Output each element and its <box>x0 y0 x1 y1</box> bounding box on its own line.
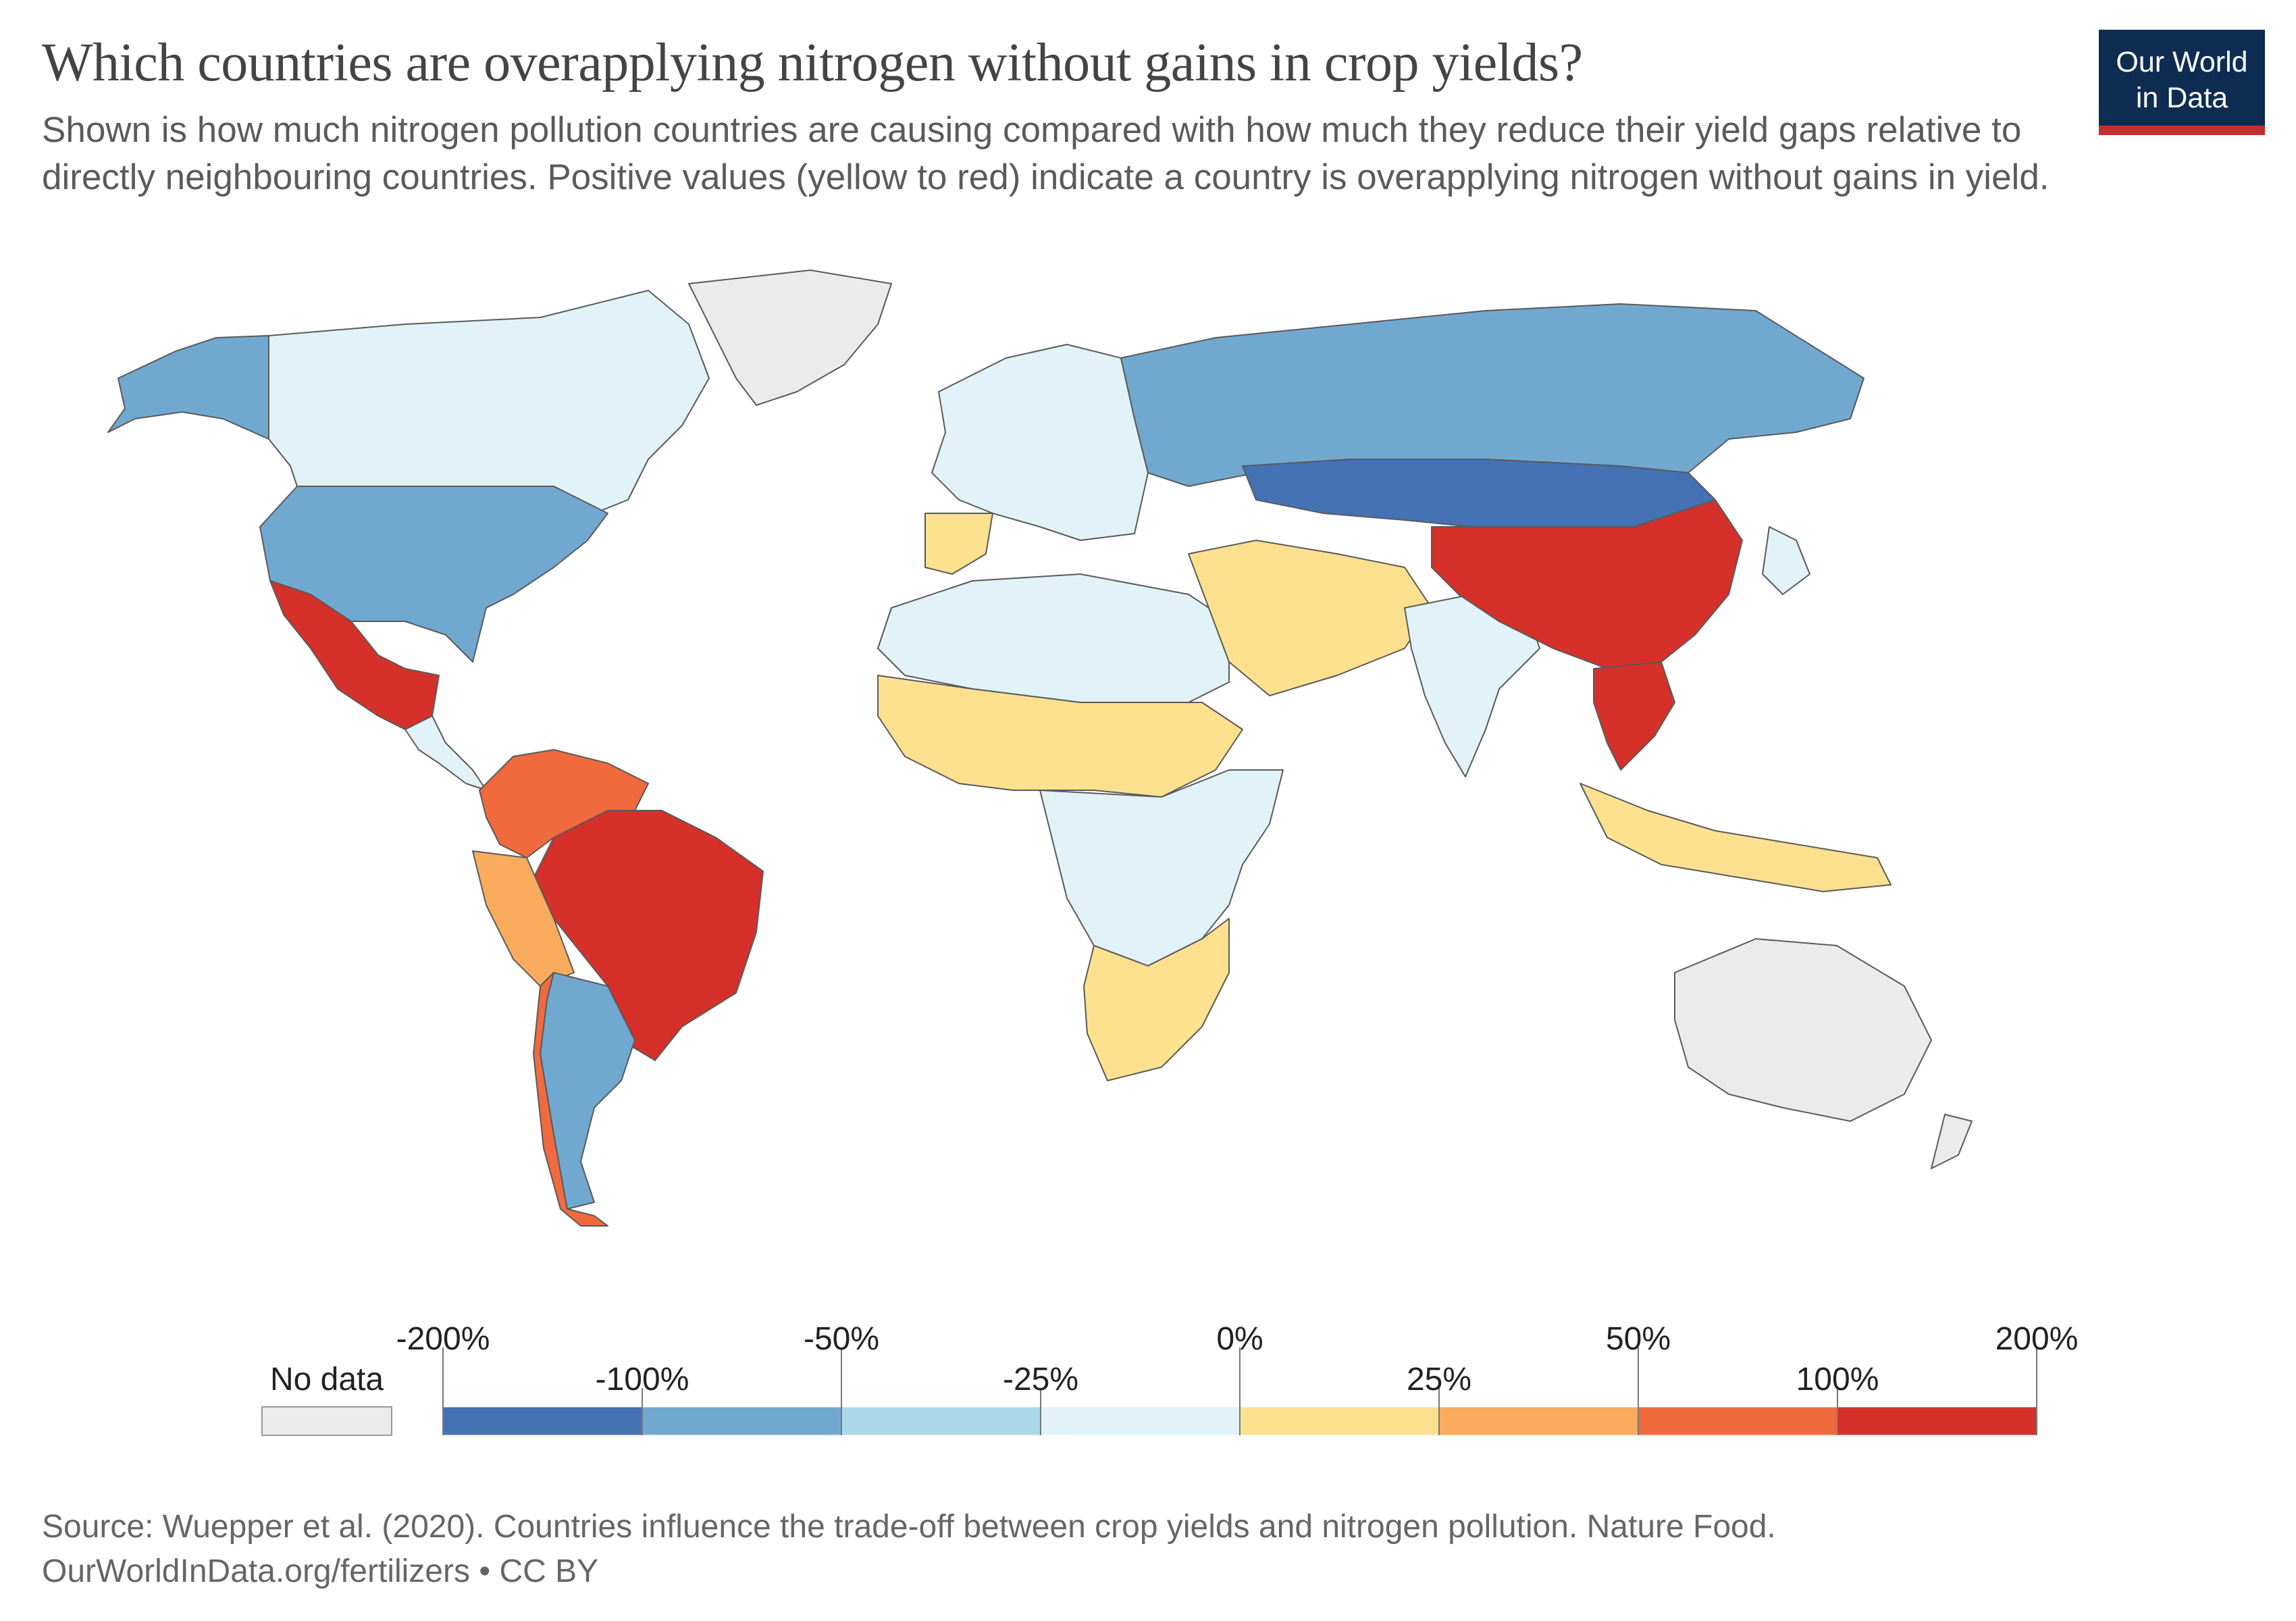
logo-line-1: Our World <box>2116 46 2248 78</box>
region-middle-east[interactable] <box>1188 540 1432 696</box>
legend-tick-label: -200% <box>396 1321 490 1357</box>
logo-accent-bar <box>2099 126 2265 135</box>
region-new-zealand[interactable] <box>1931 1114 1973 1169</box>
legend-bin-5[interactable] <box>1438 1406 1639 1436</box>
legend-tick-label: 100% <box>1796 1362 1879 1397</box>
region-north-africa[interactable] <box>877 573 1230 703</box>
region-central-africa[interactable] <box>1039 769 1284 967</box>
region-indonesia[interactable] <box>1580 783 1891 892</box>
world-map[interactable] <box>0 257 2296 1256</box>
region-brazil[interactable] <box>533 810 764 1061</box>
legend-tick-label: 50% <box>1606 1321 1671 1357</box>
source-note: Source: Wuepper et al. (2020). Countries… <box>42 1509 1776 1545</box>
chart-footer: Source: Wuepper et al. (2020). Countries… <box>42 1505 1776 1594</box>
region-australia[interactable] <box>1674 938 1932 1122</box>
legend-tick-label: -50% <box>804 1321 879 1357</box>
legend-tick-label: -25% <box>1003 1362 1078 1397</box>
legend-tick-label: 0% <box>1216 1321 1263 1357</box>
legend-bin-1[interactable] <box>642 1406 842 1436</box>
logo-line-2: in Data <box>2135 82 2228 114</box>
region-canada[interactable] <box>268 290 710 514</box>
chart-title: Which countries are overapplying nitroge… <box>42 33 1583 93</box>
legend-tick-label: -100% <box>596 1362 689 1397</box>
legend-bin-3[interactable] <box>1040 1406 1241 1436</box>
owid-logo[interactable]: Our World in Data <box>2099 30 2265 135</box>
region-iberia[interactable] <box>924 513 993 575</box>
region-western-europe[interactable] <box>931 344 1149 541</box>
region-russia[interactable] <box>1120 303 1864 487</box>
region-greenland[interactable] <box>688 269 892 406</box>
region-china[interactable] <box>1431 499 1743 669</box>
legend-bin-7[interactable] <box>1837 1406 2037 1436</box>
region-kazakhstan-mongolia[interactable] <box>1242 459 1716 528</box>
region-central-america[interactable] <box>405 715 487 791</box>
legend-no-data-label: No data <box>270 1362 384 1397</box>
color-legend: No data -200% -100% -50% -25% 0% 25% 50% 100% 20… <box>261 1321 2079 1436</box>
chart-subtitle: Shown is how much nitrogen pollution cou… <box>42 110 2050 197</box>
legend-bin-6[interactable] <box>1638 1406 1838 1436</box>
legend-bin-2[interactable] <box>841 1406 1041 1436</box>
region-chile[interactable] <box>533 972 608 1227</box>
legend-no-data-swatch[interactable] <box>261 1406 392 1436</box>
region-southeast-asia[interactable] <box>1593 661 1675 771</box>
region-alaska[interactable] <box>107 335 269 440</box>
legend-bin-4[interactable] <box>1239 1406 1440 1436</box>
url-license: OurWorldInData.org/fertilizers • CC BY <box>42 1553 599 1589</box>
region-japan[interactable] <box>1762 526 1810 595</box>
region-southern-africa[interactable] <box>1083 918 1230 1081</box>
legend-tick-label: 25% <box>1407 1362 1471 1397</box>
legend-bin-0[interactable] <box>442 1406 643 1436</box>
legend-tick-label: 200% <box>1995 1321 2079 1357</box>
